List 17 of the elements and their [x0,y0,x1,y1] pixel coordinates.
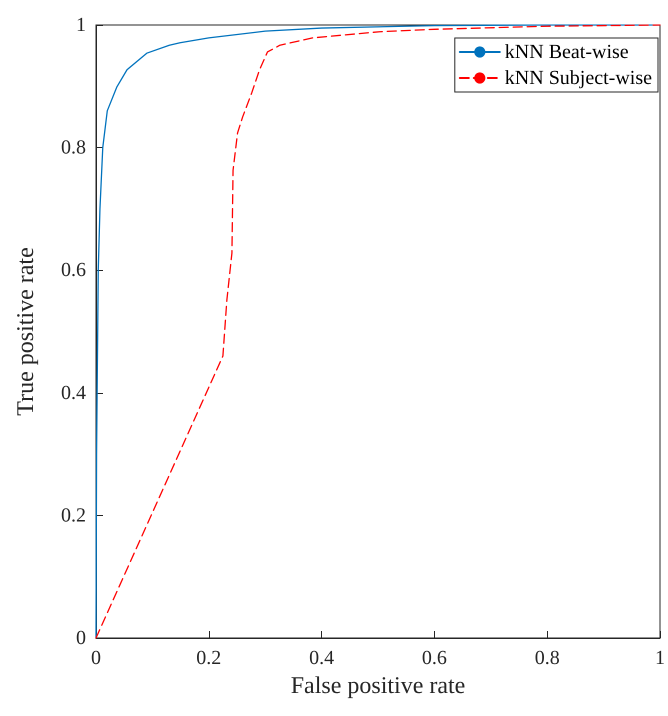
x-tick-label: 0.8 [534,647,560,669]
y-tick-label: 0.6 [61,259,86,282]
y-tick-label: 1 [76,14,86,36]
y-axis-title: True positive rate [13,247,39,416]
y-tick-label: 0.4 [61,382,86,404]
x-tick-label: 0 [91,647,101,669]
y-tick-label: 0.2 [61,504,86,526]
x-axis-title: False positive rate [290,673,466,699]
x-tick-label: 0.2 [196,647,222,669]
x-tick-label: 0.6 [422,647,447,669]
line-series [95,24,661,639]
y-tick-label: 0.8 [61,136,86,159]
y-tick-label: 0 [76,627,86,649]
legend-label: kNN Beat-wise [504,41,629,63]
legend-label: kNN Subject-wise [504,67,652,89]
x-tick-label: 0.4 [309,647,334,669]
x-tick-label: 1 [655,647,665,669]
